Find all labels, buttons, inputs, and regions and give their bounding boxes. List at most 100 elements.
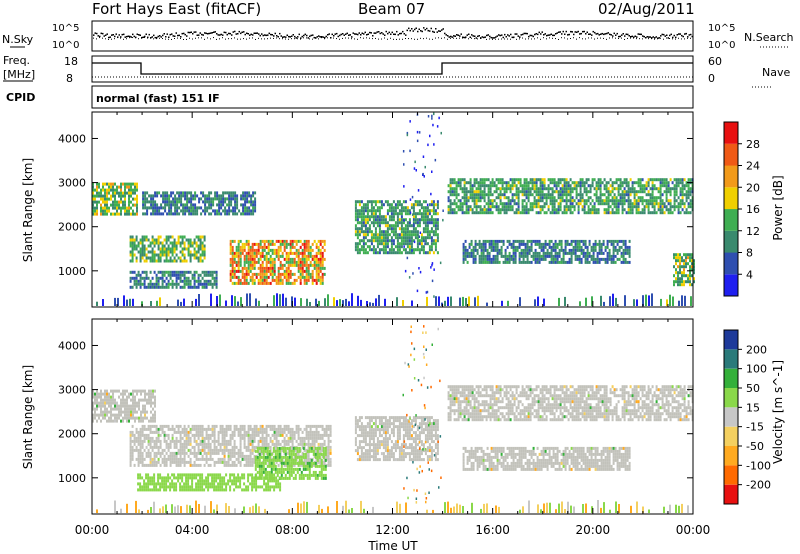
noise-sample — [231, 34, 233, 36]
echo-region — [462, 446, 631, 471]
search-noise-sample — [537, 37, 538, 39]
noise-sample — [121, 33, 123, 36]
search-noise-sample — [234, 37, 235, 39]
noise-sample — [580, 32, 582, 35]
time-x-axis: 00:00 04:00 08:00 12:00 16:00 20:00 00:00 — [75, 523, 711, 537]
noise-sample — [610, 34, 612, 36]
noise-sample — [112, 34, 114, 36]
noise-sample — [130, 36, 132, 38]
noise-sample — [145, 33, 147, 35]
n-search-label: N.Search — [744, 31, 794, 44]
search-noise-sample — [570, 37, 571, 39]
noise-sample — [670, 33, 672, 36]
search-noise-sample — [204, 38, 205, 40]
echo-region — [229, 239, 326, 285]
search-noise-sample — [465, 37, 466, 39]
noise-sample — [499, 34, 501, 37]
noise-sample — [358, 32, 360, 34]
noise-sample — [639, 33, 641, 35]
noise-sample — [565, 30, 567, 33]
noise-sample — [97, 35, 99, 37]
noise-sample — [607, 32, 609, 34]
search-noise-sample — [330, 37, 331, 39]
search-noise-sample — [459, 37, 460, 39]
noise-sample — [523, 32, 525, 35]
noise-sample — [301, 35, 303, 38]
noise-sample — [676, 34, 678, 36]
noise-sample — [271, 34, 273, 36]
colorbar-swatch — [724, 446, 738, 466]
search-noise-sample — [513, 37, 514, 39]
noise-sample — [258, 33, 260, 35]
y-tick-label: 2000 — [58, 221, 86, 234]
search-noise-sample — [489, 38, 490, 40]
noise-trace — [93, 27, 693, 40]
noise-sample — [274, 32, 276, 35]
noise-sample — [460, 33, 462, 35]
noise-sample — [439, 30, 441, 32]
noise-sample — [421, 30, 423, 33]
noise-sample — [534, 33, 536, 36]
noise-sample — [340, 33, 342, 36]
x-tick-label: 20:00 — [576, 523, 611, 537]
colorbar-swatch — [724, 465, 738, 485]
search-noise-sample — [132, 37, 133, 39]
noise-sample — [529, 34, 531, 37]
noise-sample — [510, 33, 512, 36]
noise-sample — [544, 33, 546, 35]
search-noise-sample — [522, 37, 523, 39]
noise-sample — [186, 35, 188, 37]
search-noise-sample — [291, 38, 292, 40]
noise-sample — [520, 34, 522, 36]
search-noise-sample — [237, 38, 238, 40]
velocity-panel: 1000 2000 3000 4000 Slant Range [km] — [21, 318, 694, 515]
x-tick-label: 00:00 — [676, 523, 711, 537]
noise-sample — [550, 33, 552, 35]
noise-sample — [234, 30, 236, 33]
noise-sample — [147, 36, 149, 39]
noise-sample — [379, 32, 381, 35]
noise-sample — [342, 33, 344, 35]
search-noise-sample — [426, 37, 427, 39]
x-tick-label: 12:00 — [375, 523, 410, 537]
noise-sample — [555, 33, 557, 35]
noise-sample — [633, 36, 635, 38]
colorbar-tick-label: 12 — [746, 225, 760, 238]
search-noise-sample — [96, 38, 97, 40]
search-noise-sample — [678, 37, 679, 39]
search-noise-sample — [627, 37, 628, 39]
search-noise-sample — [270, 37, 271, 39]
noise-sample — [642, 35, 644, 37]
noise-sample — [94, 32, 96, 34]
noise-sample — [408, 27, 410, 30]
search-noise-sample — [282, 38, 283, 40]
noise-sample — [124, 36, 126, 38]
noise-sample — [415, 27, 417, 29]
search-noise-sample — [360, 37, 361, 39]
noise-sample — [343, 34, 345, 36]
noise-sample — [312, 34, 314, 36]
search-noise-sample — [687, 37, 688, 39]
noise-sample — [132, 33, 134, 36]
noise-sample — [688, 34, 690, 36]
echo-region — [447, 178, 694, 215]
noise-sample — [292, 34, 294, 36]
noise-sample — [339, 34, 341, 37]
noise-sample — [357, 33, 359, 36]
search-noise-sample — [273, 37, 274, 39]
noise-sample — [334, 33, 336, 35]
noise-sample — [619, 35, 621, 38]
noise-sample — [159, 35, 161, 37]
colorbar-tick-label: 4 — [746, 268, 753, 281]
noise-sample — [208, 32, 210, 35]
noise-sample — [636, 36, 638, 38]
noise-sample — [126, 35, 128, 38]
noise-sample — [526, 32, 528, 35]
noise-sample — [651, 37, 653, 39]
search-noise-sample — [402, 38, 403, 40]
noise-sample — [141, 36, 143, 39]
noise-sample — [546, 34, 548, 37]
noise-sample — [223, 31, 225, 34]
noise-sample — [268, 32, 270, 35]
noise-sample — [687, 36, 689, 38]
